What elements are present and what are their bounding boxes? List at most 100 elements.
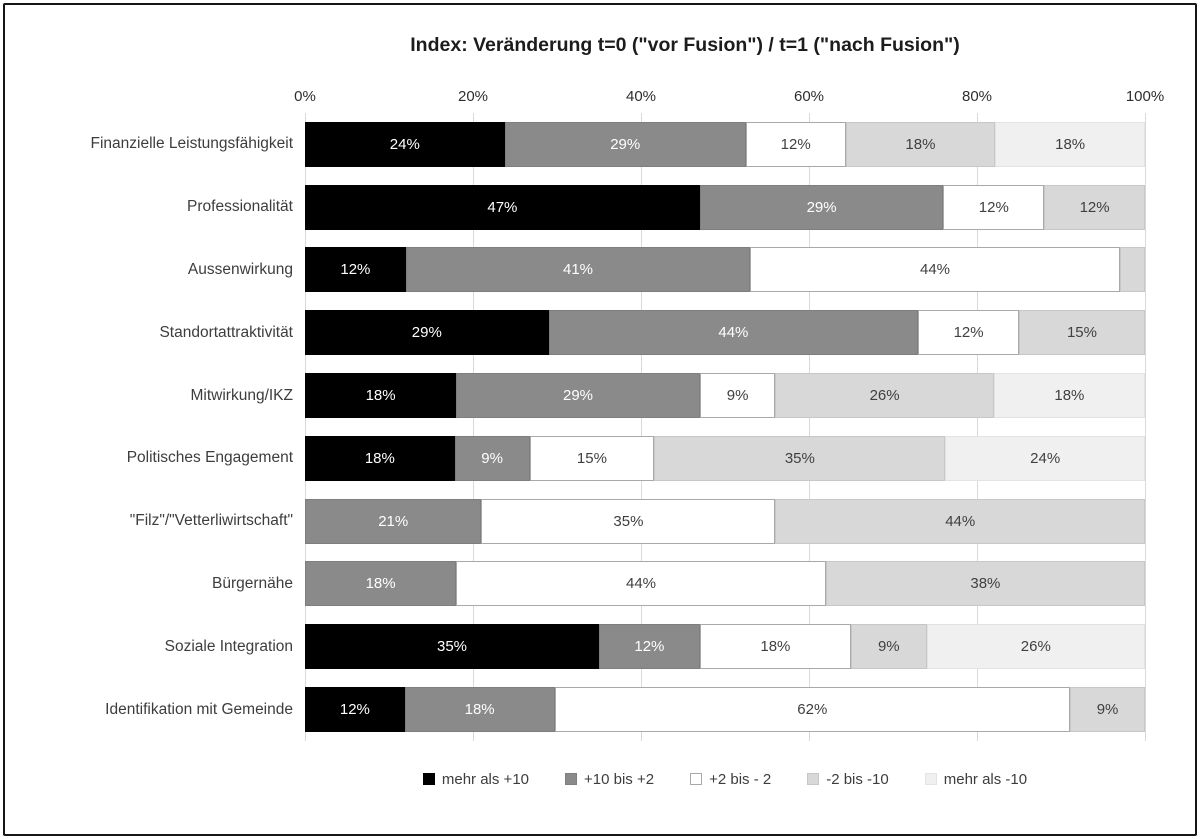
category-label: Professionalität [187, 198, 293, 216]
legend-item: mehr als +10 [422, 770, 530, 788]
bar-row: 18% 44% 38% [305, 553, 1145, 616]
bar-row: 18% 9% 15% 35% 24% [305, 427, 1145, 490]
plot-area: 24% 29% 12% 18% 18% 47% 29% 12% 12% 12% 41% 44% 29% 4… [304, 113, 1146, 741]
bar-segment: 18% [845, 121, 996, 167]
bar-segment: 15% [1018, 310, 1145, 356]
legend-swatch-icon [807, 773, 820, 786]
stacked-bar: 12% 41% 44% [305, 247, 1145, 293]
chart-title: Index: Veränderung t=0 ("vor Fusion") / … [410, 34, 960, 56]
stacked-bar: 18% 29% 9% 26% 18% [305, 373, 1145, 419]
bar-row: 47% 29% 12% 12% [305, 176, 1145, 239]
bar-segment: 9% [699, 373, 776, 419]
bar-row: 12% 18% 62% 9% [305, 678, 1145, 741]
bar-segment: 12% [305, 687, 405, 733]
legend-item: +2 bis - 2 [690, 771, 771, 788]
bar-row: 21% 35% 44% [305, 490, 1145, 553]
bar-segment: 35% [481, 498, 776, 544]
legend-swatch-icon [924, 773, 937, 786]
legend-swatch-icon [565, 773, 578, 786]
bar-segment: 26% [926, 624, 1145, 670]
stacked-bar: 21% 35% 44% [305, 498, 1145, 544]
bar-segment: 29% [456, 373, 700, 419]
bar-row: 12% 41% 44% [305, 239, 1145, 302]
bar-segment: 26% [775, 373, 994, 419]
legend-item: mehr als -10 [924, 770, 1028, 788]
bar-segment: 35% [654, 435, 946, 481]
bar-segment: 44% [456, 561, 826, 607]
bar-segment: 44% [548, 310, 919, 356]
x-axis-tick-label: 80% [961, 88, 993, 105]
bar-segment: 29% [305, 310, 549, 356]
bar-segment [1119, 247, 1145, 293]
category-label: Finanzielle Leistungsfähigkeit [90, 135, 293, 153]
bar-segment: 9% [1070, 687, 1145, 733]
stacked-bar: 35% 12% 18% 9% 26% [305, 624, 1145, 670]
bar-segment: 15% [529, 435, 655, 481]
bar-row: 24% 29% 12% 18% 18% [305, 113, 1145, 176]
bar-segment: 18% [995, 121, 1145, 167]
bar-segment: 24% [945, 435, 1145, 481]
legend-label: -2 bis -10 [826, 770, 889, 788]
gridline [472, 113, 474, 741]
gridline [304, 113, 306, 741]
legend-label: +10 bis +2 [584, 770, 655, 788]
bar-segment: 41% [405, 247, 751, 293]
bar-segment: 21% [305, 498, 482, 544]
stacked-bar: 29% 44% 12% 15% [305, 310, 1145, 356]
category-label: Standortattraktivität [159, 323, 293, 341]
bar-segment: 9% [851, 624, 927, 670]
stacked-bar: 47% 29% 12% 12% [305, 184, 1145, 230]
bar-segment: 18% [305, 561, 457, 607]
plot-area-wrap: Finanzielle Leistungsfähigkeit Profession… [5, 113, 1195, 741]
bar-segment: 18% [305, 373, 457, 419]
stacked-bar: 18% 9% 15% 35% 24% [305, 435, 1145, 481]
category-label: Bürgernähe [211, 575, 293, 593]
bar-row: 29% 44% 12% 15% [305, 301, 1145, 364]
category-label: Soziale Integration [164, 637, 293, 655]
bar-segment: 44% [775, 498, 1145, 544]
stacked-bar: 12% 18% 62% 9% [305, 687, 1145, 733]
legend-swatch-icon [422, 773, 435, 786]
category-label: Aussenwirkung [187, 261, 293, 279]
gridline [640, 113, 642, 741]
x-axis-tick-label: 40% [625, 88, 657, 105]
bar-segment: 12% [943, 184, 1045, 230]
bar-segment: 18% [305, 435, 455, 481]
bar-segment: 18% [699, 624, 851, 670]
bar-row: 35% 12% 18% 9% 26% [305, 615, 1145, 678]
bar-segment: 12% [1044, 184, 1145, 230]
category-axis: Finanzielle Leistungsfähigkeit Profession… [5, 113, 305, 741]
stacked-bar: 18% 44% 38% [305, 561, 1145, 607]
bar-segment: 29% [504, 121, 746, 167]
bar-segment: 12% [305, 247, 406, 293]
legend-label: mehr als -10 [943, 770, 1028, 788]
figure-frame: Index: Veränderung t=0 ("vor Fusion") / … [3, 3, 1197, 836]
x-axis-tick-label: 20% [457, 88, 489, 105]
bar-segment: 12% [745, 121, 846, 167]
bar-segment: 12% [599, 624, 700, 670]
category-label: Identifikation mit Gemeinde [105, 700, 293, 718]
bar-segment: 12% [918, 310, 1019, 356]
category-label: Politisches Engagement [126, 449, 293, 467]
category-label: Mitwirkung/IKZ [190, 386, 294, 404]
legend: mehr als +10 +10 bis +2 +2 bis - 2 -2 bis -… [305, 771, 1145, 788]
legend-item: -2 bis -10 [807, 771, 889, 788]
gridline [1144, 113, 1146, 741]
stacked-bar: 24% 29% 12% 18% 18% [305, 121, 1145, 167]
bar-segment: 38% [825, 561, 1145, 607]
gridline [808, 113, 810, 741]
legend-label: mehr als +10 [441, 770, 530, 788]
x-axis-tick-label: 100% [1125, 88, 1165, 105]
bar-segment: 35% [305, 624, 599, 670]
legend-item: +10 bis +2 [565, 771, 654, 788]
bar-segment: 9% [454, 435, 530, 481]
bar-segment: 18% [993, 373, 1145, 419]
x-axis-tick-label: 60% [793, 88, 825, 105]
bar-row: 18% 29% 9% 26% 18% [305, 364, 1145, 427]
x-axis-tick-label: 0% [294, 88, 316, 105]
gridline [976, 113, 978, 741]
bar-segment: 24% [305, 121, 505, 167]
bar-segment: 62% [554, 687, 1071, 733]
x-axis: 0% 20% 40% 60% 80% 100% [294, 75, 1164, 105]
bar-segment: 29% [699, 184, 944, 230]
